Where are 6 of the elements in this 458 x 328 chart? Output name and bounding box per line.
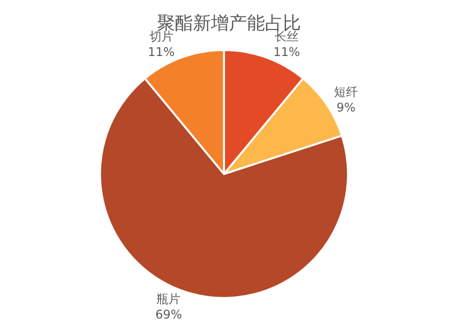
- data-label: 11%: [273, 45, 300, 60]
- slice-label: 短纤: [334, 84, 358, 99]
- data-label: 11%: [148, 45, 175, 60]
- data-label: 69%: [155, 308, 182, 322]
- data-label: 9%: [336, 100, 356, 114]
- slice-label: 瓶片: [156, 292, 181, 306]
